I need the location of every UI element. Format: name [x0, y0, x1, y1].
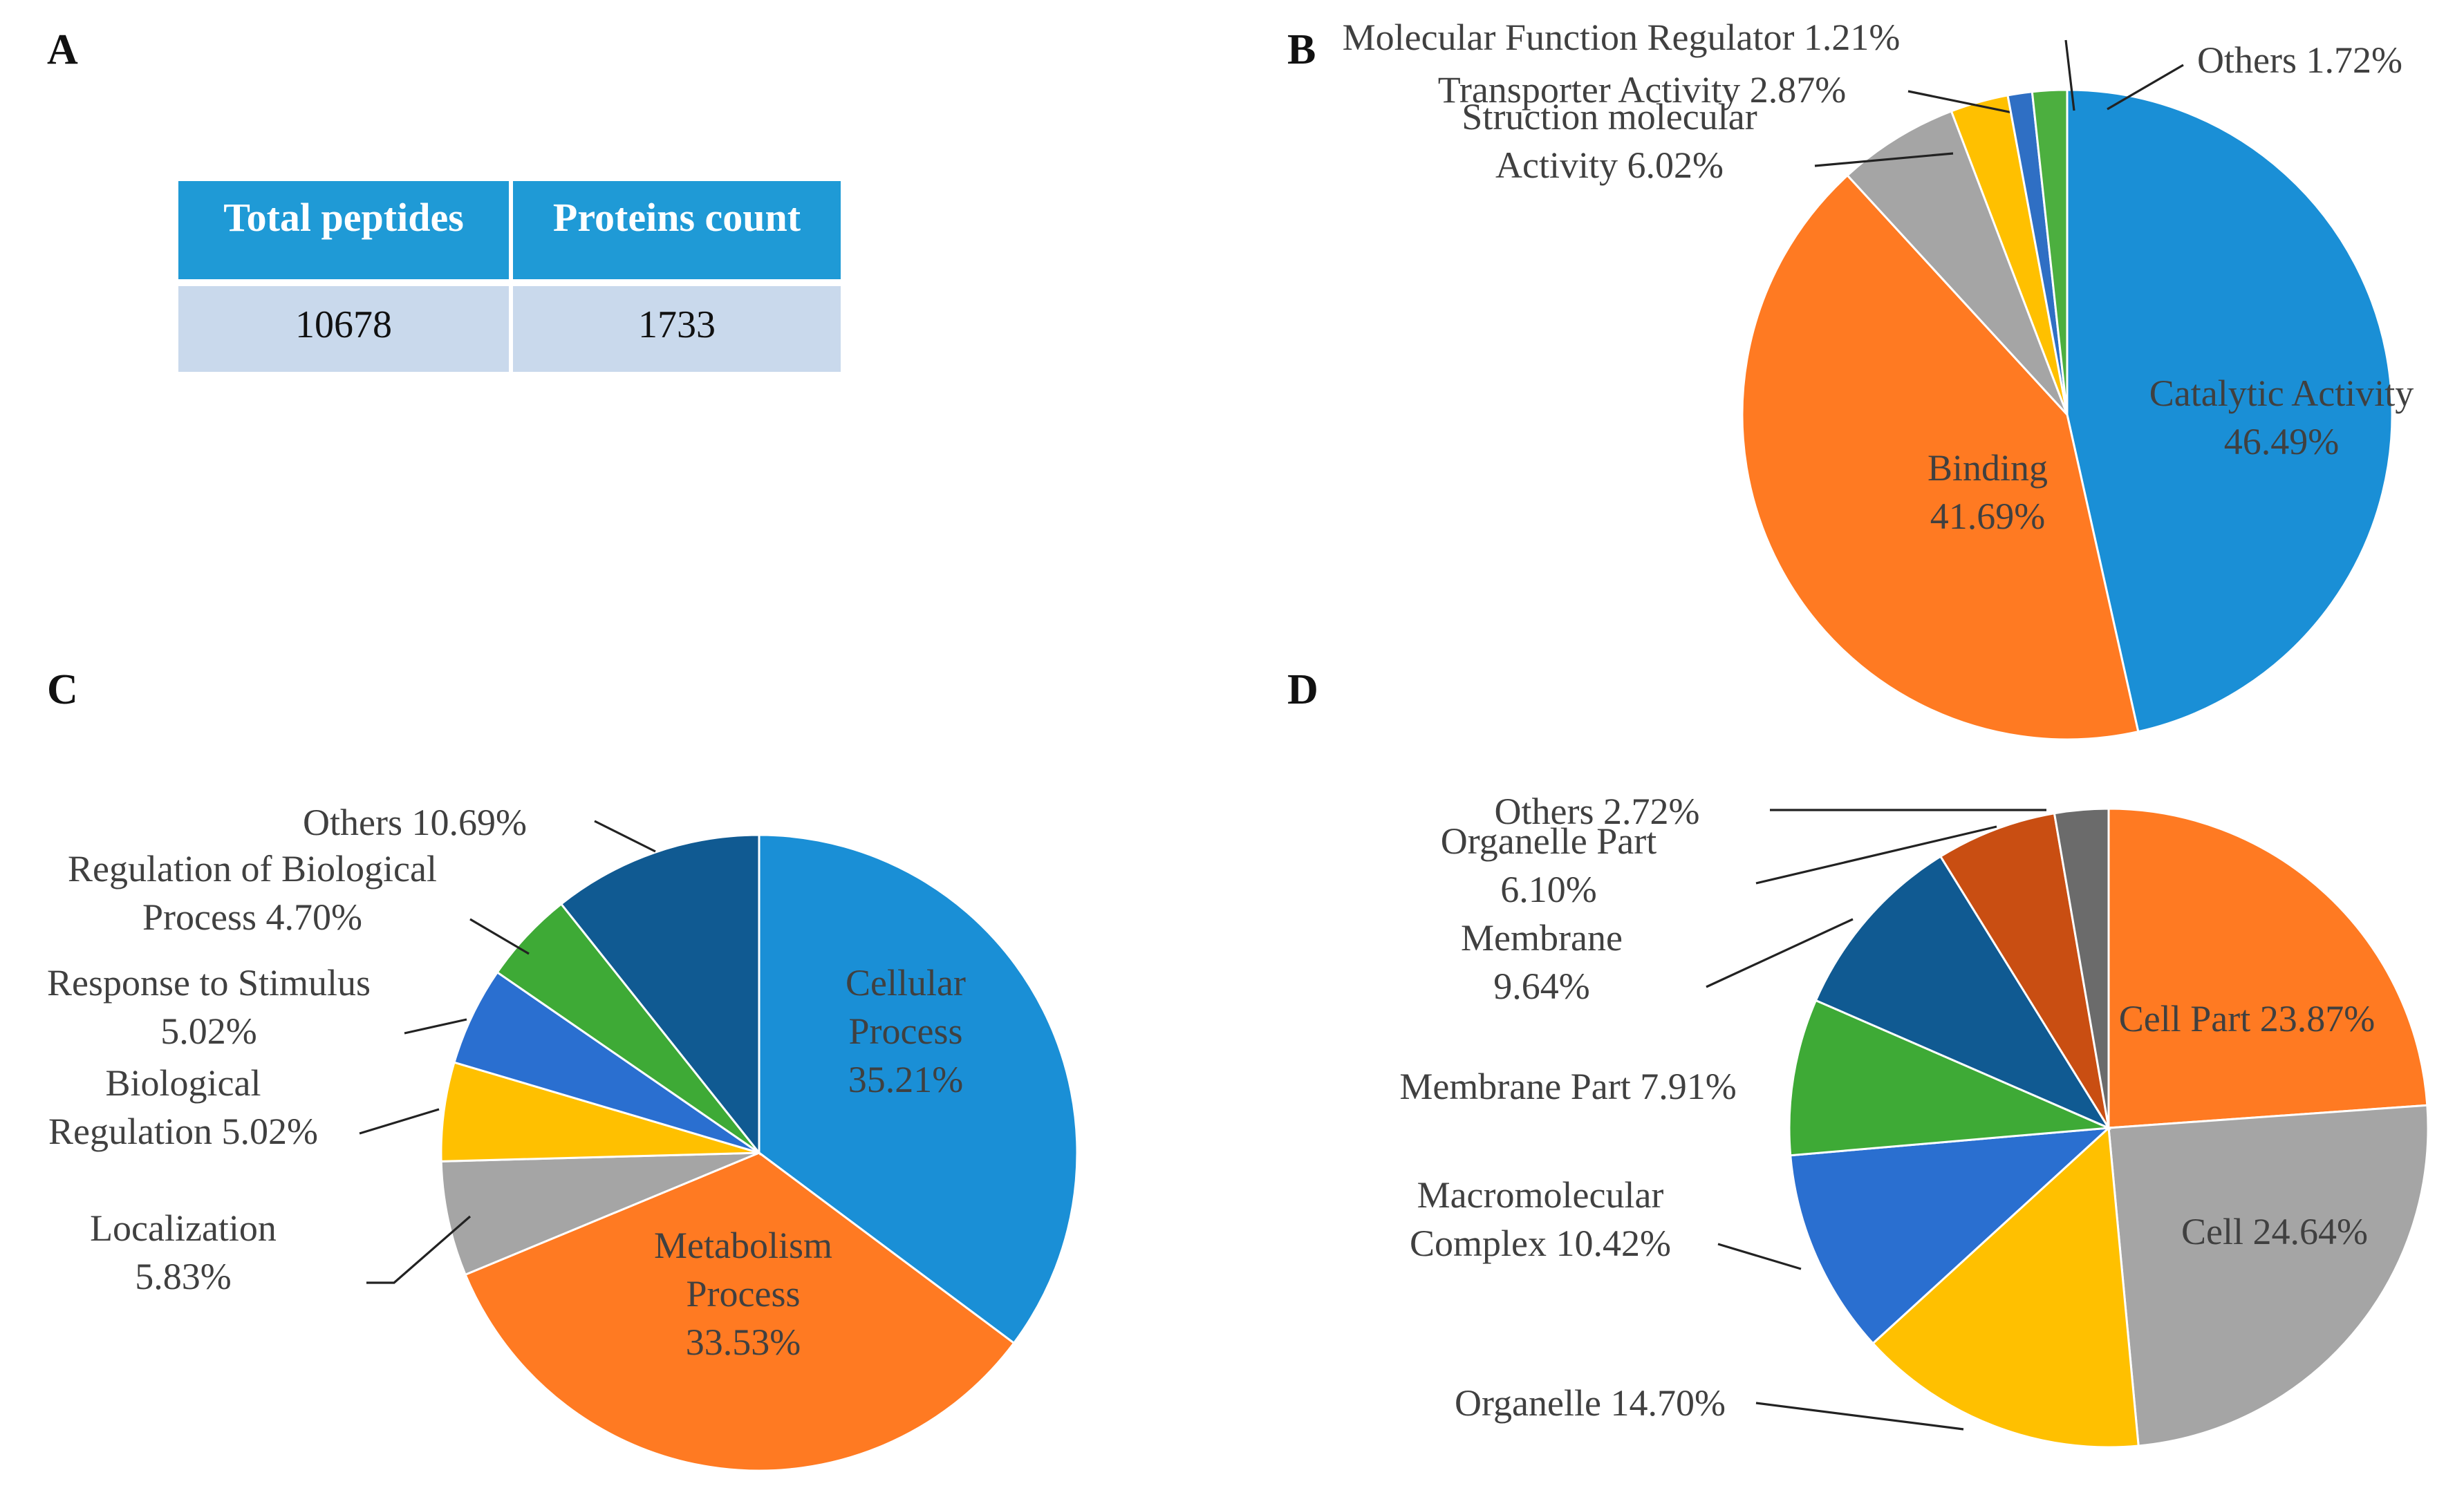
slice-label-c-regulation-of-biological-process-4-70: Regulation of Biological Process 4.70% [68, 848, 437, 938]
slice-label-c-localization-5-83: Localization 5.83% [90, 1207, 277, 1297]
pie-chart-cellular-component: Cell Part 23.87% Cell 24.64% Organelle 14.… [1399, 791, 2429, 1449]
pie-slice-d-cell-24-64 [2107, 1104, 2429, 1447]
pie-slice-c-localization-5-83 [440, 1151, 760, 1277]
leader-line-d-macromolecular-complex-10-42 [1717, 1243, 1802, 1270]
pie-slice-b-catalytic-activity-46-49 [2066, 88, 2393, 733]
pie-slice-d-membrane-9-64 [1814, 855, 2111, 1131]
panel-letter-d: D [1287, 666, 1318, 713]
slice-label-b-struction-molecular-activity-6-02: Struction molecular Activity 6.02% [1462, 96, 1757, 186]
pie-slice-b-binding-41-69 [1741, 173, 2140, 741]
pie-chart-molecular-function: Catalytic Activity 46.49% Binding 41.69% Str… [1343, 17, 2414, 741]
slice-label-b-others-1-72: Others 1.72% [2197, 39, 2402, 81]
table-header-proteins-count: Proteins count [553, 195, 801, 240]
table-value-total-peptides: 10678 [295, 303, 392, 346]
pie-chart-biological-process: Cellular Process 35.21% Metabolism Process 33… [47, 802, 1079, 1472]
pie-slice-c-cellular-process-35-21 [758, 834, 1079, 1345]
leader-line-d-organelle-part-6-10 [1755, 825, 1997, 885]
panel-letter-c: C [47, 666, 78, 713]
leader-line-b-struction-molecular-activity-6-02 [1814, 152, 1954, 167]
table-value-proteins-count: 1733 [638, 303, 716, 346]
pie-slice-c-response-to-stimulus-5-02 [453, 970, 760, 1154]
slice-label-c-biological-regulation-5-02: Biological Regulation 5.02% [48, 1062, 318, 1152]
leader-line-b-molecular-function-regulator-1-21 [2064, 39, 2075, 111]
pie-slice-d-macromolecular-complex-10-42 [1789, 1127, 2112, 1345]
panel-letter-b: B [1287, 26, 1316, 73]
pie-slice-c-others-10-69 [559, 834, 760, 1156]
pie-slice-d-cell-part-23-87 [2107, 807, 2429, 1129]
pie-slice-b-others-1-72 [2031, 88, 2069, 415]
slice-label-c-others-10-69: Others 10.69% [303, 802, 527, 843]
leader-line-c-biological-regulation-5-02 [359, 1108, 440, 1135]
slice-label-d-others-2-72: Others 2.72% [1495, 791, 1700, 832]
slice-label-d-organelle-part-6-10: Organelle Part 6.10% [1441, 820, 1656, 910]
panel-letter-a: A [47, 26, 78, 73]
summary-table: Total peptides Proteins count 10678 1733 [178, 181, 841, 372]
leader-line-d-membrane-9-64 [1706, 918, 1854, 988]
slice-label-d-cell-24-64: Cell 24.64% [2181, 1211, 2368, 1252]
table-data-cell-proteins [513, 286, 841, 372]
slice-label-d-membrane-part-7-91: Membrane Part 7.91% [1399, 1066, 1736, 1107]
leader-line-c-localization-5-83 [366, 1215, 472, 1284]
slice-label-d-membrane-9-64: Membrane 9.64% [1461, 917, 1623, 1007]
pie-slice-b-struction-molecular-activity-6-02 [1846, 109, 2069, 416]
slice-label-b-binding-41-69: Binding 41.69% [1928, 447, 2048, 537]
leader-line-b-others-1-72 [2107, 64, 2184, 111]
slice-label-b-transporter-activity-2-87: Transporter Activity 2.87% [1438, 69, 1846, 111]
table-header-total-peptides: Total peptides [223, 195, 464, 240]
slice-label-d-cell-part-23-87: Cell Part 23.87% [2119, 998, 2375, 1039]
pie-slice-d-membrane-part-7-91 [1788, 999, 2109, 1157]
leader-line-d-organelle-14-70 [1755, 1402, 1964, 1431]
slice-label-d-macromolecular-complex-10-42: Macromolecular Complex 10.42% [1410, 1174, 1671, 1264]
table-data-cell-peptides [178, 286, 509, 372]
pie-slice-c-biological-regulation-5-02 [440, 1061, 760, 1162]
table-header-cell-peptides [178, 181, 509, 279]
slice-label-b-molecular-function-regulator-1-21: Molecular Function Regulator 1.21% [1343, 17, 1901, 58]
pie-slice-d-others-2-72 [2053, 807, 2110, 1129]
pie-slice-d-organelle-part-6-10 [1939, 811, 2110, 1129]
leader-line-c-regulation-of-biological-process-4-70 [469, 918, 530, 955]
slice-label-c-response-to-stimulus-5-02: Response to Stimulus 5.02% [47, 962, 371, 1052]
leader-line-c-response-to-stimulus-5-02 [404, 1018, 467, 1035]
pie-slice-d-organelle-14-70 [1871, 1125, 2140, 1449]
table-header-cell-proteins [513, 181, 841, 279]
slice-label-c-metabolism-process-33-53: Metabolism Process 33.53% [654, 1225, 832, 1363]
slice-label-b-catalytic-activity-46-49: Catalytic Activity 46.49% [2149, 373, 2414, 462]
leader-line-c-others-10-69 [594, 820, 656, 853]
slice-label-c-cellular-process-35-21: Cellular Process 35.21% [846, 962, 966, 1100]
slice-label-d-organelle-14-70: Organelle 14.70% [1455, 1382, 1726, 1424]
pie-slice-c-metabolism-process-33-53 [464, 1151, 1016, 1472]
